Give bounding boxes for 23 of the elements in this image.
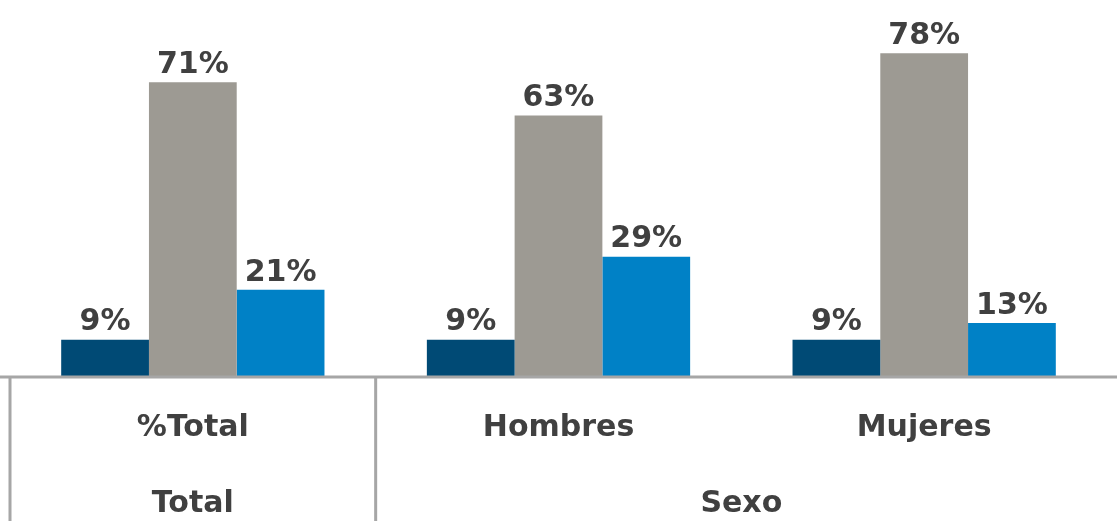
text: Total: [151, 483, 234, 519]
x-tick-label: %Total: [136, 407, 249, 443]
data-label: 71%: [156, 45, 229, 81]
bar: [148, 82, 237, 377]
bar: [514, 115, 603, 377]
bar: [61, 339, 149, 377]
data-label: 21%: [244, 252, 317, 288]
data-label: 63%: [522, 78, 595, 114]
data-label: 9%: [810, 302, 862, 338]
text: Sexo: [700, 483, 783, 519]
bar: [236, 289, 325, 377]
x-tick-label: Mujeres: [856, 407, 992, 443]
x-tick-label: Hombres: [482, 407, 635, 443]
bar: [968, 323, 1056, 377]
data-label: 9%: [445, 302, 497, 338]
bar: [426, 339, 515, 377]
data-label: 13%: [976, 285, 1048, 321]
data-label: 78%: [888, 16, 961, 52]
bar: [880, 53, 969, 377]
bar: [602, 256, 691, 377]
data-label: 29%: [610, 219, 683, 255]
bar: [792, 339, 881, 377]
data-label: 9%: [79, 302, 131, 338]
